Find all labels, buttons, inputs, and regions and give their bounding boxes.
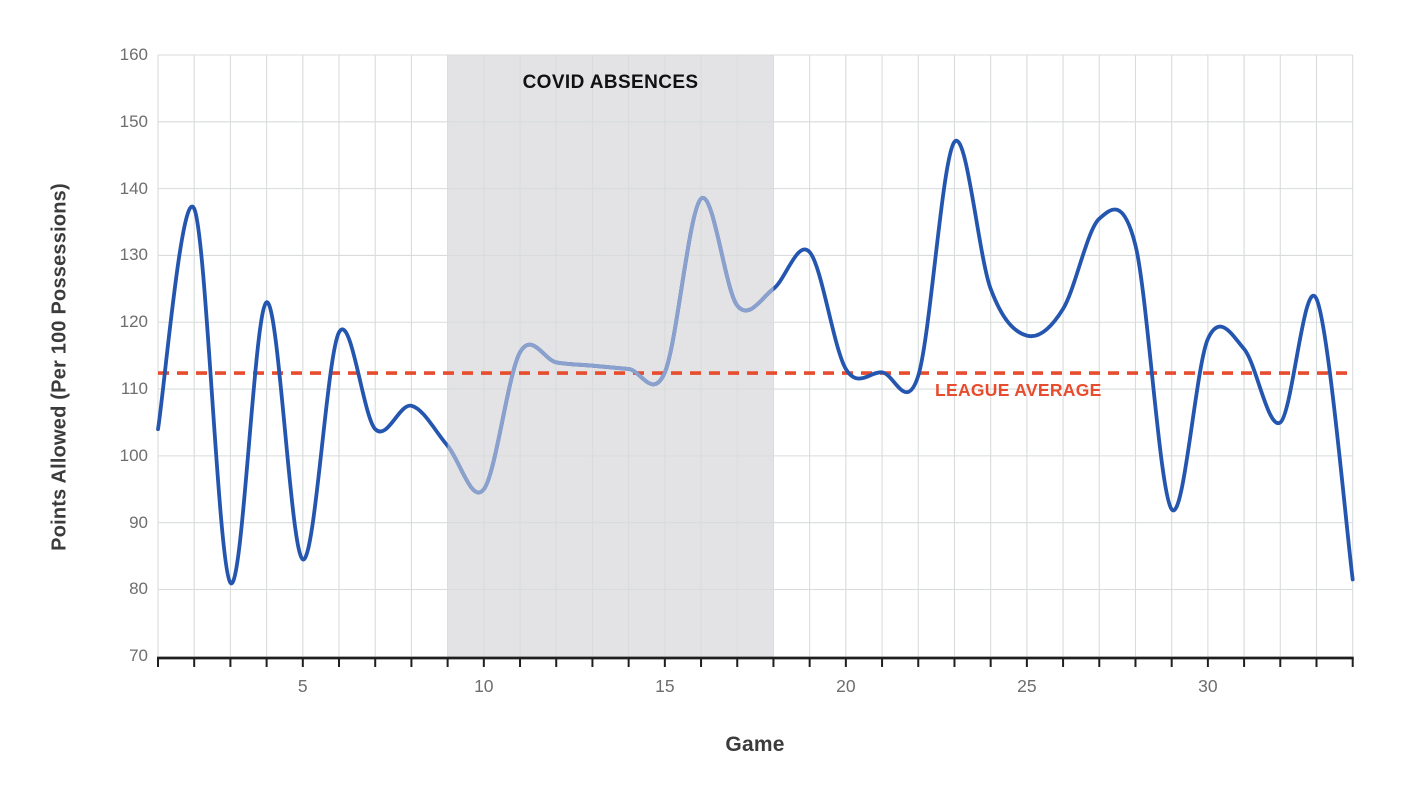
points-allowed-line-covid-segment	[447, 196, 774, 495]
x-tick-label-20: 20	[836, 676, 856, 696]
y-tick-label-110: 110	[120, 379, 148, 399]
league-average-label: LEAGUE AVERAGE	[935, 380, 1102, 400]
x-tick-label-15: 15	[655, 676, 675, 696]
x-axis-tick-marks	[157, 658, 1354, 667]
y-axis-title: Points Allowed (Per 100 Possessions)	[48, 183, 71, 551]
y-tick-label-80: 80	[129, 579, 148, 599]
y-tick-label-160: 160	[119, 45, 148, 64]
y-tick-label-140: 140	[119, 178, 148, 198]
y-tick-label-150: 150	[119, 111, 148, 131]
covid-region-shading	[447, 55, 774, 658]
x-tick-label-5: 5	[297, 676, 308, 696]
x-tick-label-30: 30	[1198, 676, 1218, 696]
x-tick-label-25: 25	[1017, 676, 1037, 696]
y-tick-label-120: 120	[119, 312, 148, 332]
y-tick-label-70: 70	[129, 646, 148, 666]
covid-region-label: COVID ABSENCES	[522, 72, 699, 93]
y-tick-label-90: 90	[129, 512, 148, 532]
y-tick-label-100: 100	[119, 445, 148, 465]
y-tick-label-130: 130	[119, 245, 148, 265]
x-axis-title: Game	[725, 733, 785, 756]
x-tick-label-10: 10	[474, 676, 494, 696]
